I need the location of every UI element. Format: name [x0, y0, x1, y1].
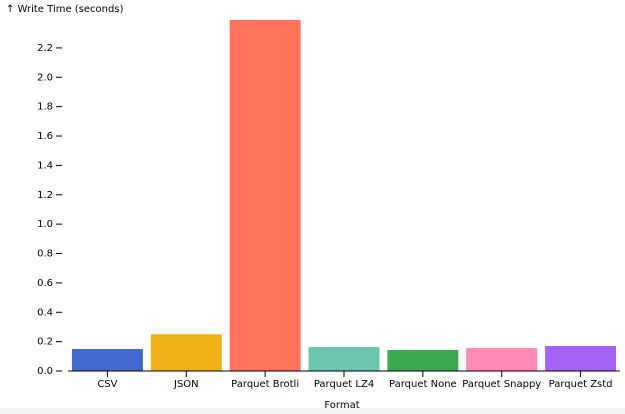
y-tick-label: 0.8 [37, 249, 53, 260]
y-tick-label: 0.0 [37, 366, 53, 377]
y-tick-label: 2.0 [37, 72, 53, 83]
bar [71, 348, 143, 371]
y-axis-label: ↑ Write Time (seconds) [6, 4, 124, 15]
bar [466, 347, 538, 371]
x-tick-label: Parquet None [389, 379, 457, 390]
bar [229, 20, 301, 371]
bar [308, 347, 380, 371]
bar [545, 346, 617, 371]
y-tick-label: 0.4 [37, 307, 53, 318]
y-tick-label: 1.0 [37, 219, 53, 230]
x-tick-label: Parquet Snappy [462, 379, 541, 390]
y-tick-label: 1.4 [37, 160, 53, 171]
y-tick-label: 2.2 [37, 43, 53, 54]
y-tick-label: 1.2 [37, 190, 53, 201]
y-tick-label: 0.6 [37, 278, 53, 289]
x-tick-label: Parquet LZ4 [314, 379, 374, 390]
page-strip [0, 408, 625, 414]
y-tick-label: 1.6 [37, 131, 53, 142]
x-tick-label: CSV [97, 379, 117, 390]
x-tick-label: JSON [173, 379, 199, 390]
x-tick-label: Parquet Brotli [231, 379, 299, 390]
bar [387, 349, 459, 371]
y-tick-label: 1.8 [37, 102, 53, 113]
bar [150, 334, 222, 371]
x-tick-label: Parquet Zstd [549, 379, 613, 390]
x-axis-label: Format [324, 400, 359, 411]
y-tick-label: 0.2 [37, 337, 53, 348]
